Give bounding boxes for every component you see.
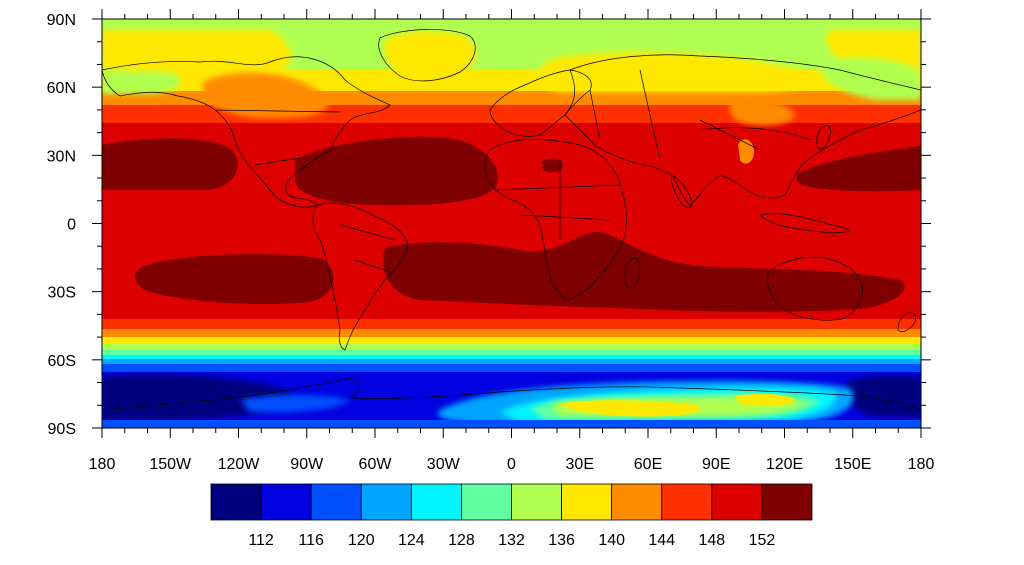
band-s-mid-orange (102, 329, 921, 337)
band-s-mid-red (102, 319, 921, 329)
border-sahel (494, 184, 621, 191)
colorbar-label: 124 (398, 532, 425, 549)
y-tick-label: 30S (48, 285, 76, 302)
subtropical-max-n-pacific-east (102, 138, 238, 190)
coast-new-zealand (897, 312, 917, 332)
band-s-mid-green (102, 350, 921, 355)
border-central-africa (519, 160, 611, 240)
x-tick-label: 180 (908, 456, 935, 473)
x-tick-label: 30W (427, 456, 461, 473)
x-tick-label: 60W (359, 456, 393, 473)
colorbar-label: 140 (598, 532, 625, 549)
band-s-blue (102, 364, 921, 372)
border-south-america (339, 224, 396, 273)
colorbar-label: 148 (698, 532, 725, 549)
colorbar-swatch (260, 483, 312, 521)
coast-greenland (378, 29, 476, 82)
colorbar-swatch (611, 483, 663, 521)
colorbar-label: 144 (648, 532, 675, 549)
colorbar-label: 152 (749, 532, 776, 549)
antarctic-deepblue-e (844, 375, 921, 418)
border-us-mexico (254, 157, 301, 166)
coast-north-america (102, 56, 391, 208)
colorbar-label: 136 (548, 532, 575, 549)
border-eurasia (589, 69, 761, 161)
colorbar-swatch (561, 483, 613, 521)
x-tick-label: 150E (834, 456, 871, 473)
band-s-mid-lime (102, 344, 921, 350)
coast-australia (767, 256, 863, 321)
y-tick-label: 90N (47, 12, 76, 29)
coast-antarctica (102, 377, 921, 411)
n-pacific-lime (102, 70, 181, 94)
x-tick-label: 90W (290, 456, 324, 473)
east-antarctic-yellow (560, 400, 701, 417)
y-tick-label: 30N (47, 148, 76, 165)
band-s-cyan (102, 355, 921, 359)
colorbar-swatch (461, 483, 512, 521)
n-america-orange (202, 72, 328, 119)
x-tick-label: 30E (566, 456, 594, 473)
border-us-canada (214, 109, 341, 113)
greenland-high (384, 31, 476, 83)
coast-japan (816, 125, 831, 150)
x-tick-label: 120E (766, 456, 803, 473)
coast-asia (564, 54, 921, 206)
x-tick-label: 0 (507, 456, 516, 473)
subtropical-max-n-atlantic (295, 136, 499, 206)
colorbar-label: 132 (498, 532, 525, 549)
band-s-mid-yellow (102, 337, 921, 344)
y-tick-label: 60N (47, 80, 76, 97)
band-s-sky (102, 359, 921, 364)
coast-india (671, 174, 693, 208)
antarctic-deepblue-w (102, 374, 292, 420)
subtropical-max-n-pacific-west (796, 146, 921, 192)
x-tick-label: 90E (702, 456, 730, 473)
kamchatka-lime (819, 57, 921, 100)
coast-africa (484, 138, 627, 301)
coast-europe (489, 69, 592, 137)
east-antarctic-yellow-2 (735, 393, 795, 407)
colorbar: 112 116 120 124 128 132 136 140 144 148 152 (210, 483, 813, 549)
colorbar-label: 120 (348, 532, 375, 549)
x-tick-label: 120W (218, 456, 261, 473)
x-tick-label: 60E (634, 456, 662, 473)
coast-indonesia (759, 213, 851, 234)
colorbar-swatch (711, 483, 763, 521)
tibet-spot (738, 139, 755, 164)
x-axis-ticks: 180 150W 120W 90W 60W 30W 0 30E 60E 90E 120E 150E 18… (89, 9, 935, 473)
colorbar-swatch (761, 483, 813, 521)
y-tick-label: 90S (48, 421, 76, 438)
subtropical-max-s-pacific (135, 254, 334, 305)
alaska-yellow (102, 30, 291, 72)
colorbar-label: 116 (298, 532, 324, 549)
x-tick-label: 180 (89, 456, 116, 473)
contour-field (102, 19, 921, 428)
pole-strip (102, 420, 921, 428)
colorbar-swatch (210, 483, 262, 521)
siberia-yellow-belt (537, 52, 810, 92)
sahara-spot (542, 158, 563, 173)
coast-madagascar (624, 257, 641, 289)
tibet-orange (729, 98, 795, 126)
border-china (699, 127, 811, 141)
coastlines (102, 29, 921, 411)
subtropical-max-s-atlantic-indian (383, 231, 905, 312)
y-tick-label: 60S (48, 353, 76, 370)
colorbar-swatch (661, 483, 713, 521)
colorbar-swatch (310, 483, 362, 521)
colorbar-swatch (511, 483, 562, 521)
x-tick-label: 150W (149, 456, 192, 473)
colorbar-label: 112 (248, 532, 274, 549)
y-tick-label: 0 (67, 217, 76, 234)
colorbar-swatch (410, 483, 462, 521)
colorbar-label: 128 (448, 532, 475, 549)
y-axis-ticks: 90N 60N 30N 0 30S 60S 90S (47, 12, 931, 438)
coast-south-america (312, 202, 409, 351)
colorbar-swatch (360, 483, 412, 521)
ross-blue (240, 394, 350, 413)
